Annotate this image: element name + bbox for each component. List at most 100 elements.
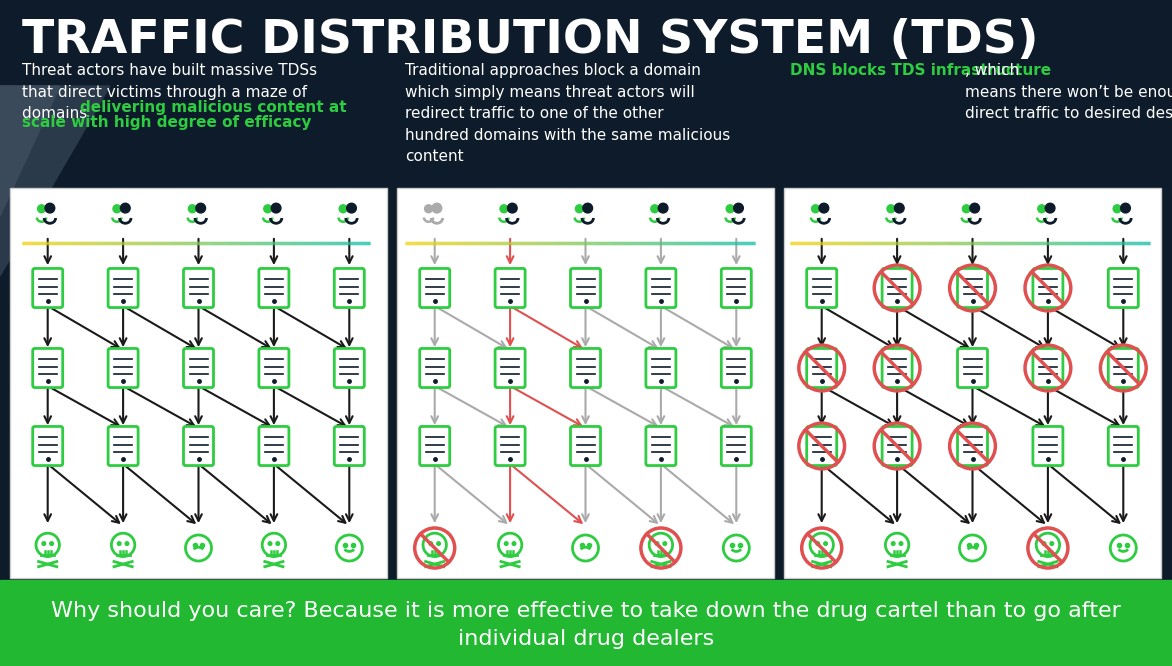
FancyBboxPatch shape (958, 268, 988, 308)
Circle shape (649, 533, 673, 557)
Circle shape (498, 533, 522, 557)
Circle shape (504, 541, 507, 545)
FancyBboxPatch shape (806, 268, 837, 308)
Circle shape (271, 203, 281, 213)
Text: delivering malicious content at: delivering malicious content at (80, 100, 347, 115)
Circle shape (268, 541, 272, 545)
FancyBboxPatch shape (1033, 268, 1063, 308)
FancyBboxPatch shape (571, 426, 600, 466)
Circle shape (1042, 541, 1045, 545)
FancyBboxPatch shape (184, 348, 213, 388)
FancyBboxPatch shape (958, 426, 988, 466)
Circle shape (1045, 203, 1055, 213)
FancyBboxPatch shape (495, 426, 525, 466)
Circle shape (113, 205, 121, 212)
Circle shape (111, 533, 135, 557)
Circle shape (1036, 533, 1059, 557)
FancyBboxPatch shape (883, 348, 912, 388)
Circle shape (264, 205, 272, 212)
Circle shape (437, 541, 441, 545)
Circle shape (512, 541, 516, 545)
Bar (11, 188, 387, 578)
Circle shape (189, 205, 196, 212)
FancyBboxPatch shape (806, 426, 837, 466)
Circle shape (347, 203, 356, 213)
FancyBboxPatch shape (334, 426, 364, 466)
Text: , which
means there won’t be enough servers to
direct traffic to desired destina: , which means there won’t be enough serv… (965, 63, 1172, 121)
FancyBboxPatch shape (334, 268, 364, 308)
Circle shape (1037, 205, 1045, 212)
FancyBboxPatch shape (1033, 348, 1063, 388)
Polygon shape (0, 86, 60, 216)
Circle shape (887, 205, 895, 212)
Circle shape (336, 535, 362, 561)
Circle shape (432, 203, 442, 213)
Circle shape (38, 205, 46, 212)
Circle shape (655, 541, 659, 545)
FancyBboxPatch shape (334, 348, 364, 388)
Circle shape (42, 541, 46, 545)
Circle shape (734, 203, 743, 213)
FancyBboxPatch shape (883, 426, 912, 466)
Circle shape (811, 205, 819, 212)
FancyBboxPatch shape (1109, 426, 1138, 466)
FancyBboxPatch shape (646, 426, 676, 466)
FancyBboxPatch shape (646, 268, 676, 308)
Circle shape (1050, 541, 1054, 545)
Polygon shape (0, 86, 110, 276)
Circle shape (1110, 535, 1137, 561)
Circle shape (45, 203, 55, 213)
Circle shape (819, 203, 829, 213)
FancyBboxPatch shape (184, 268, 213, 308)
Circle shape (36, 533, 60, 557)
Circle shape (572, 535, 599, 561)
FancyBboxPatch shape (571, 268, 600, 308)
FancyBboxPatch shape (259, 268, 289, 308)
FancyBboxPatch shape (883, 268, 912, 308)
Circle shape (723, 535, 749, 561)
Circle shape (1120, 203, 1130, 213)
Text: Threat actors have built massive TDSs
that direct victims through a maze of
doma: Threat actors have built massive TDSs th… (22, 63, 318, 121)
Circle shape (727, 205, 734, 212)
Circle shape (275, 541, 280, 545)
Circle shape (894, 203, 904, 213)
Circle shape (582, 203, 593, 213)
FancyBboxPatch shape (108, 268, 138, 308)
Circle shape (659, 203, 668, 213)
Circle shape (962, 205, 970, 212)
Text: Why should you care? Because it is more effective to take down the drug cartel t: Why should you care? Because it is more … (52, 601, 1120, 621)
Circle shape (650, 205, 659, 212)
Circle shape (1113, 205, 1122, 212)
FancyBboxPatch shape (33, 268, 62, 308)
Circle shape (339, 205, 347, 212)
Circle shape (125, 541, 129, 545)
FancyBboxPatch shape (33, 426, 62, 466)
Circle shape (423, 533, 447, 557)
FancyBboxPatch shape (1109, 348, 1138, 388)
FancyBboxPatch shape (420, 268, 450, 308)
FancyBboxPatch shape (721, 426, 751, 466)
Circle shape (507, 203, 517, 213)
FancyBboxPatch shape (259, 426, 289, 466)
Circle shape (885, 533, 908, 557)
FancyBboxPatch shape (108, 348, 138, 388)
Circle shape (500, 205, 507, 212)
Circle shape (810, 533, 833, 557)
Circle shape (121, 203, 130, 213)
FancyBboxPatch shape (495, 348, 525, 388)
FancyBboxPatch shape (259, 348, 289, 388)
Circle shape (429, 541, 432, 545)
Circle shape (575, 205, 584, 212)
Circle shape (424, 205, 432, 212)
FancyBboxPatch shape (958, 348, 988, 388)
Text: Traditional approaches block a domain
which simply means threat actors will
redi: Traditional approaches block a domain wh… (406, 63, 730, 165)
Text: TRAFFIC DISTRIBUTION SYSTEM (TDS): TRAFFIC DISTRIBUTION SYSTEM (TDS) (22, 18, 1038, 63)
FancyBboxPatch shape (1109, 268, 1138, 308)
Circle shape (263, 533, 286, 557)
Circle shape (816, 541, 819, 545)
FancyBboxPatch shape (420, 426, 450, 466)
Circle shape (663, 541, 667, 545)
FancyBboxPatch shape (420, 348, 450, 388)
Text: individual drug dealers: individual drug dealers (458, 629, 714, 649)
FancyBboxPatch shape (108, 426, 138, 466)
